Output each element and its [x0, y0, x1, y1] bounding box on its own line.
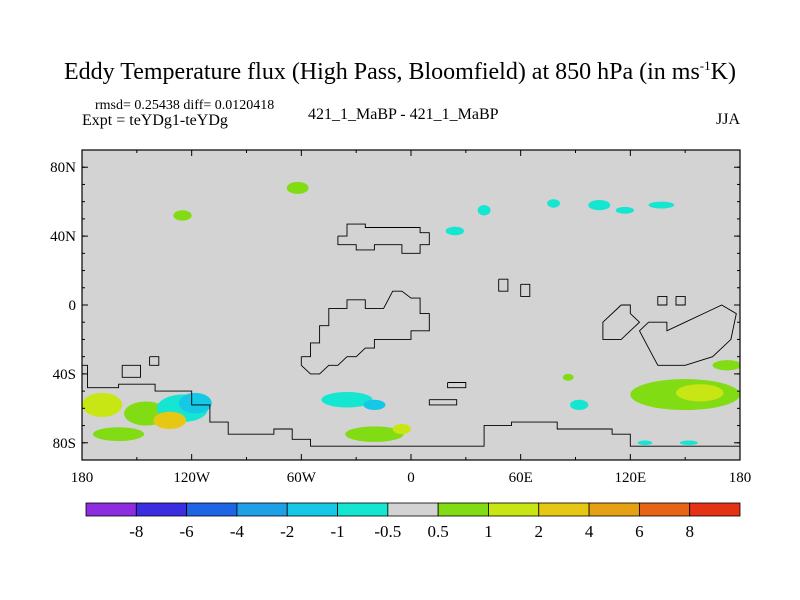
anomaly-patch-14 [547, 199, 560, 208]
anomaly-patch-8 [321, 391, 373, 408]
coastline-outline-8 [428, 399, 458, 406]
coastline-outline-9 [602, 304, 641, 340]
colorbar-label-10: 6 [635, 522, 644, 541]
colorbar-swatch-11 [638, 502, 691, 517]
experiment-label: Expt = teYDg1-teYDg [82, 112, 228, 129]
coastline-outline-12 [675, 295, 686, 306]
coastline-outline-7 [447, 382, 467, 389]
anomaly-patch-12 [445, 226, 465, 236]
colorbar-swatch-4 [286, 502, 338, 517]
x-tick-label-0: 180 [71, 470, 94, 486]
anomaly-patch-4 [153, 411, 187, 429]
colorbar-label-8: 2 [535, 522, 544, 541]
colorbar-label-4: -1 [330, 522, 344, 541]
x-tick-label-5: 120E [614, 470, 646, 486]
colorbar-swatch-9 [538, 502, 590, 517]
colorbar-swatch-6 [387, 502, 439, 517]
colorbar-label-6: 0.5 [428, 522, 449, 541]
anomaly-patch-18 [570, 399, 589, 411]
y-tick-label-1: 40N [50, 229, 76, 245]
coastline-outline-3 [300, 290, 430, 375]
colorbar-label-2: -4 [230, 522, 245, 541]
anomaly-patch-6 [173, 210, 192, 221]
anomaly-patch-9 [363, 399, 386, 411]
y-tick-label-0: 80N [50, 160, 76, 176]
coastline-outline-0 [82, 364, 740, 447]
colorbar-label-1: -6 [180, 522, 194, 541]
colorbar-swatch-2 [186, 502, 238, 517]
x-tick-label-3: 0 [407, 470, 415, 486]
x-tick-label-6: 180 [729, 470, 752, 486]
anomaly-patch-16 [615, 206, 634, 214]
colorbar-swatch-7 [437, 502, 489, 517]
anomaly-patch-21 [676, 384, 724, 402]
colorbar-swatch-12 [689, 502, 741, 517]
season-label: JJA [716, 111, 741, 128]
anomaly-patch-15 [588, 199, 611, 211]
colorbar-swatch-1 [135, 502, 188, 517]
anomaly-patch-24 [679, 440, 698, 446]
anomaly-patch-19 [562, 373, 574, 381]
x-tick-label-4: 60E [509, 470, 533, 486]
coastline-outline-10 [638, 304, 737, 366]
colorbar-label-9: 4 [585, 522, 594, 541]
colorbar-label-11: 8 [685, 522, 694, 541]
anomaly-patch-11 [392, 423, 411, 435]
colorbar-label-5: -0.5 [374, 522, 401, 541]
colorbar-label-7: 1 [484, 522, 493, 541]
colorbar-swatch-0 [85, 502, 137, 517]
anomaly-patch-7 [286, 181, 309, 194]
coastline-outline-11 [657, 295, 668, 306]
colorbar-swatch-8 [488, 502, 540, 517]
coastline-outline-5 [498, 278, 509, 292]
coastline-outline-2 [149, 356, 160, 366]
colorbar-swatch-3 [236, 502, 288, 517]
anomaly-patch-5 [92, 427, 145, 442]
chart-title: Eddy Temperature flux (High Pass, Bloomf… [64, 58, 736, 85]
anomaly-patch-13 [477, 205, 491, 216]
coastline-outline-4 [337, 223, 430, 254]
anomaly-patch-17 [648, 201, 675, 209]
colorbar-label-3: -2 [280, 522, 294, 541]
anomaly-patch-23 [637, 440, 653, 446]
anomaly-patch-10 [345, 426, 404, 442]
x-tick-label-2: 60W [287, 470, 317, 486]
colorbar-swatch-5 [337, 502, 389, 517]
coastline-outline-1 [121, 364, 141, 378]
anomaly-patch-3 [178, 392, 212, 414]
x-tick-label-1: 120W [173, 470, 211, 486]
model-label: 421_1_MaBP - 421_1_MaBP [308, 106, 499, 123]
anomaly-patch-0 [82, 392, 123, 417]
y-tick-label-4: 80S [53, 436, 76, 452]
coastline-outline-6 [520, 283, 531, 297]
y-tick-label-2: 0 [69, 298, 77, 314]
colorbar-swatch-10 [588, 502, 640, 517]
anomaly-patch-22 [712, 360, 740, 371]
y-tick-label-3: 40S [53, 367, 76, 383]
rmsd-diff-label: rmsd= 0.25438 diff= 0.0120418 [95, 98, 275, 113]
colorbar-label-0: -8 [129, 522, 143, 541]
